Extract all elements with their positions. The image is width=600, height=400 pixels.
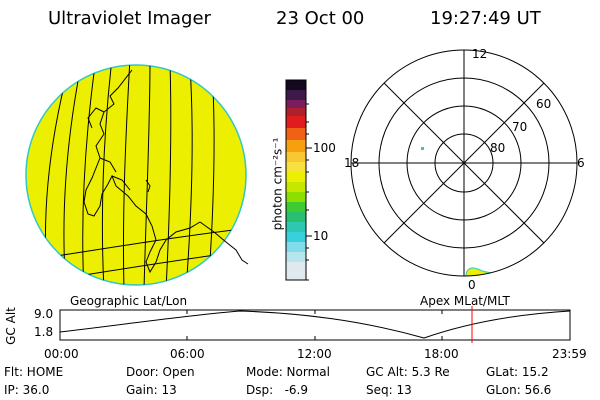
globe-image xyxy=(25,64,249,286)
coastline-outline xyxy=(83,69,249,274)
mlt-0-label: 0 xyxy=(468,278,476,292)
status-ip: IP: 36.0 xyxy=(4,383,50,397)
status-seq: Seq: 13 xyxy=(366,383,412,397)
status-gc-alt: GC Alt: 5.3 Re xyxy=(366,365,450,379)
status-gain: Gain: 13 xyxy=(126,383,177,397)
mlt-18-label: 18 xyxy=(344,156,360,170)
apex-label: Apex MLat/MLT xyxy=(420,294,510,308)
x-tick-1: 06:00 xyxy=(170,347,205,361)
lat-70-label: 70 xyxy=(512,120,528,134)
colorbar-tick-100: 100 xyxy=(313,141,336,155)
altitude-y-bottom: 1.8 xyxy=(34,325,54,339)
geographic-label: Geographic Lat/Lon xyxy=(70,294,188,308)
altitude-timeline-plot xyxy=(59,306,571,343)
polar-dot xyxy=(421,147,424,150)
lat-80-label: 80 xyxy=(490,141,506,155)
altitude-ylabel: GC Alt xyxy=(3,307,18,345)
altitude-curve xyxy=(59,310,571,339)
mlt-12-label: 12 xyxy=(472,47,488,61)
x-tick-0: 00:00 xyxy=(44,347,79,361)
status-door: Door: Open xyxy=(126,365,195,379)
colorbar-tick-10: 10 xyxy=(313,229,329,243)
polar-mlt-plot xyxy=(350,49,578,277)
colorbar-unit-label: photon cm⁻²s⁻¹ xyxy=(270,137,285,231)
globe-disk xyxy=(25,64,247,286)
time-label: 19:27:49 UT xyxy=(430,8,541,29)
x-tick-4: 23:59 xyxy=(552,347,587,361)
status-flt: Flt: HOME xyxy=(4,365,64,379)
lat-60-label: 60 xyxy=(536,97,552,111)
date-label: 23 Oct 00 xyxy=(276,8,365,29)
status-dsp: Dsp: -6.9 xyxy=(246,383,309,397)
status-glon: GLon: 56.6 xyxy=(486,383,552,397)
status-glat: GLat: 15.2 xyxy=(486,365,549,379)
x-tick-2: 12:00 xyxy=(297,347,332,361)
mlt-6-label: 6 xyxy=(577,156,585,170)
altitude-y-top: 9.0 xyxy=(34,307,54,321)
color-scale-bar xyxy=(285,79,312,281)
x-tick-3: 18:00 xyxy=(424,347,459,361)
status-mode: Mode: Normal xyxy=(246,365,330,379)
instrument-title: Ultraviolet Imager xyxy=(48,8,211,29)
